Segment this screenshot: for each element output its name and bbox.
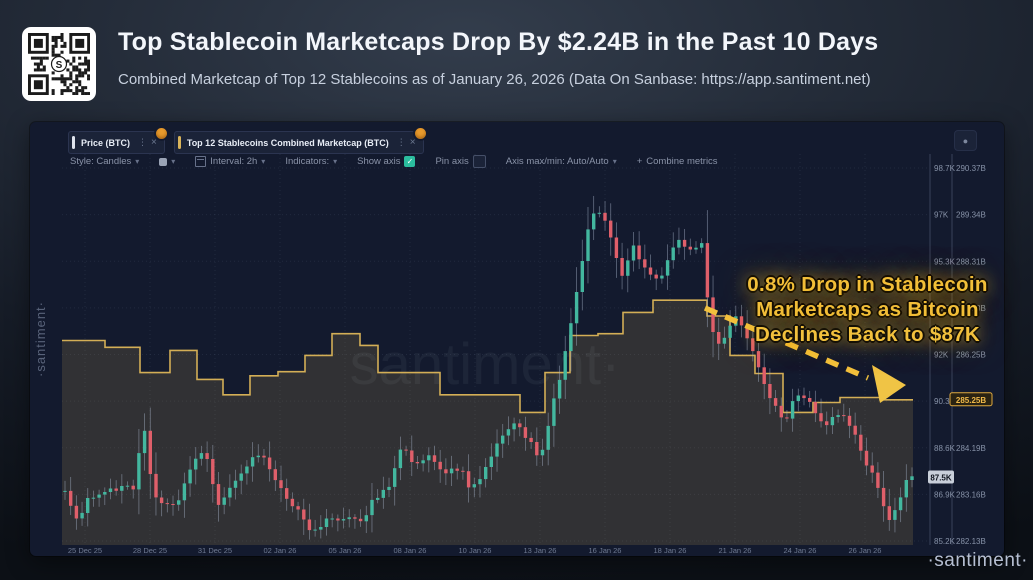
- chevron-down-icon: ▾: [612, 157, 617, 166]
- notification-badge: [153, 126, 169, 141]
- price-axis-label: 85.2K: [934, 537, 956, 546]
- price-axis-label: 98.7K: [934, 164, 956, 173]
- pin-axis-label: Pin axis: [435, 156, 469, 167]
- combine-metrics-button[interactable]: + Combine metrics: [637, 156, 718, 167]
- kebab-menu-icon[interactable]: ⋮: [396, 137, 406, 147]
- date-axis-label: 08 Jan 26: [394, 546, 427, 555]
- indicators-label: Indicators:: [285, 156, 330, 167]
- price-axis-label: 93.6K: [934, 304, 956, 313]
- interval-dropdown[interactable]: Interval: 2h ▾: [195, 156, 265, 167]
- tab-accent-bar: [72, 136, 75, 149]
- page-subtitle: Combined Marketcap of Top 12 Stablecoins…: [118, 71, 871, 88]
- date-axis-label: 10 Jan 26: [459, 546, 492, 555]
- annotation-line: Declines Back to $87K: [754, 323, 981, 346]
- chart-panel: santiment· 98.7K 97K 95.3K 93.6K 92K 90.3K 88.6…: [30, 122, 1004, 556]
- santiment-vertical-logo: ·santiment·: [33, 300, 48, 378]
- annotation-line: Marketcaps as Bitcoin: [756, 298, 979, 321]
- tab-label: Top 12 Stablecoins Combined Marketcap (B…: [186, 137, 389, 148]
- price-candles: [63, 195, 914, 540]
- price-current-badge-label: 87.5K: [930, 473, 952, 482]
- chevron-down-icon: ▾: [135, 157, 140, 166]
- stablecoin-marketcap-line: [62, 299, 913, 414]
- marketcap-axis-label: 289.34B: [956, 211, 986, 220]
- style-dropdown[interactable]: Style: Candles ▾: [70, 156, 139, 167]
- marketcap-axis-label: 287.28B: [956, 304, 986, 313]
- chart-plot: santiment· 98.7K 97K 95.3K 93.6K 92K 90.3K 88.6…: [62, 154, 993, 555]
- marketcap-axis-label: 290.37B: [956, 164, 986, 173]
- qr-code: S: [22, 27, 96, 101]
- annotation-line: 0.8% Drop in Stablecoin: [747, 273, 988, 296]
- chevron-down-icon: ▾: [333, 157, 338, 166]
- notification-badge: [412, 126, 428, 141]
- price-axis-label: 95.3K: [934, 257, 956, 266]
- combine-metrics-label: Combine metrics: [646, 156, 718, 167]
- color-swatch: [159, 157, 168, 166]
- date-axis-label: 24 Jan 26: [784, 546, 817, 555]
- axis-maxmin-dropdown[interactable]: Axis max/min: Auto/Auto ▾: [506, 156, 617, 167]
- marketcap-current-badge: [949, 392, 993, 407]
- metric-tabs: Price (BTC) ⋮ × Top 12 Stablecoins Combi…: [68, 126, 428, 154]
- date-axis-label: 21 Jan 26: [719, 546, 752, 555]
- close-icon[interactable]: ×: [151, 137, 157, 148]
- date-axis-label: 28 Dec 25: [133, 546, 167, 555]
- annotation-callout: 0.8% Drop in Stablecoin Marketcaps as Bi…: [725, 272, 1010, 347]
- interval-label: Interval: 2h: [210, 156, 258, 167]
- axis-maxmin-label: Axis max/min: Auto/Auto: [505, 156, 609, 167]
- stablecoin-marketcap-area: [62, 300, 913, 545]
- calendar-icon: [195, 156, 207, 167]
- close-icon[interactable]: ×: [409, 137, 416, 148]
- price-axis-label: 97K: [934, 211, 949, 220]
- page-title: Top Stablecoin Marketcaps Drop By $2.24B…: [118, 28, 879, 56]
- annotation-arrowhead: [872, 365, 906, 403]
- tab-price-btc[interactable]: Price (BTC) ⋮ ×: [68, 126, 169, 154]
- price-axis-label: 92K: [934, 351, 949, 360]
- chevron-down-icon: ▾: [171, 157, 176, 166]
- show-axis-toggle[interactable]: Show axis ✓: [357, 156, 416, 167]
- price-axis-label: 90.3K: [934, 397, 956, 406]
- marketcap-axis-label: 288.31B: [956, 257, 986, 266]
- marketcap-current-badge-label: 285.25B: [956, 396, 986, 405]
- marketcap-axis-label: 284.19B: [956, 444, 986, 453]
- svg-text:S: S: [56, 60, 63, 71]
- style-label: Style: Candles: [70, 156, 132, 167]
- tab-stablecoin-marketcap[interactable]: Top 12 Stablecoins Combined Marketcap (B…: [173, 126, 428, 154]
- tab-label: Price (BTC): [81, 137, 131, 148]
- date-axis-label: 18 Jan 26: [654, 546, 687, 555]
- price-axis-label: 86.9K: [934, 490, 956, 499]
- plus-icon: +: [636, 156, 643, 167]
- date-axis-label: 13 Jan 26: [524, 546, 557, 555]
- checkbox-checked-icon[interactable]: ✓: [404, 156, 416, 167]
- kebab-menu-icon[interactable]: ⋮: [138, 137, 148, 147]
- santiment-logo: ·santiment·: [927, 550, 1028, 571]
- marketcap-axis-label: 286.25B: [956, 351, 986, 360]
- color-swatch-dropdown[interactable]: ▾: [159, 157, 175, 166]
- date-axis-label: 26 Jan 26: [849, 546, 882, 555]
- watermark: santiment·: [350, 332, 621, 397]
- show-axis-label: Show axis: [357, 156, 401, 167]
- date-axis-label: 05 Jan 26: [329, 546, 362, 555]
- chart-controls: Style: Candles ▾ ▾ Interval: 2h ▾ Indica…: [70, 155, 718, 168]
- tab-accent-bar: [177, 136, 181, 149]
- marketcap-axis-label: 282.13B: [956, 537, 986, 546]
- date-axis-label: 31 Dec 25: [198, 546, 232, 555]
- price-axis-label: 88.6K: [934, 444, 956, 453]
- date-axis-label: 02 Jan 26: [264, 546, 297, 555]
- chevron-down-icon: ▾: [261, 157, 266, 166]
- dot-icon: ●: [962, 135, 969, 146]
- price-current-badge: [928, 470, 954, 484]
- pin-axis-toggle[interactable]: Pin axis: [435, 155, 486, 168]
- checkbox-unchecked-icon[interactable]: [472, 155, 486, 168]
- date-axis-label: 16 Jan 26: [589, 546, 622, 555]
- marketcap-axis-label: 283.16B: [956, 490, 986, 499]
- chart-settings-button[interactable]: ●: [954, 130, 977, 151]
- annotation-arrow-dashes: [703, 305, 870, 381]
- indicators-dropdown[interactable]: Indicators: ▾: [285, 156, 337, 167]
- date-axis-label: 25 Dec 25: [68, 546, 102, 555]
